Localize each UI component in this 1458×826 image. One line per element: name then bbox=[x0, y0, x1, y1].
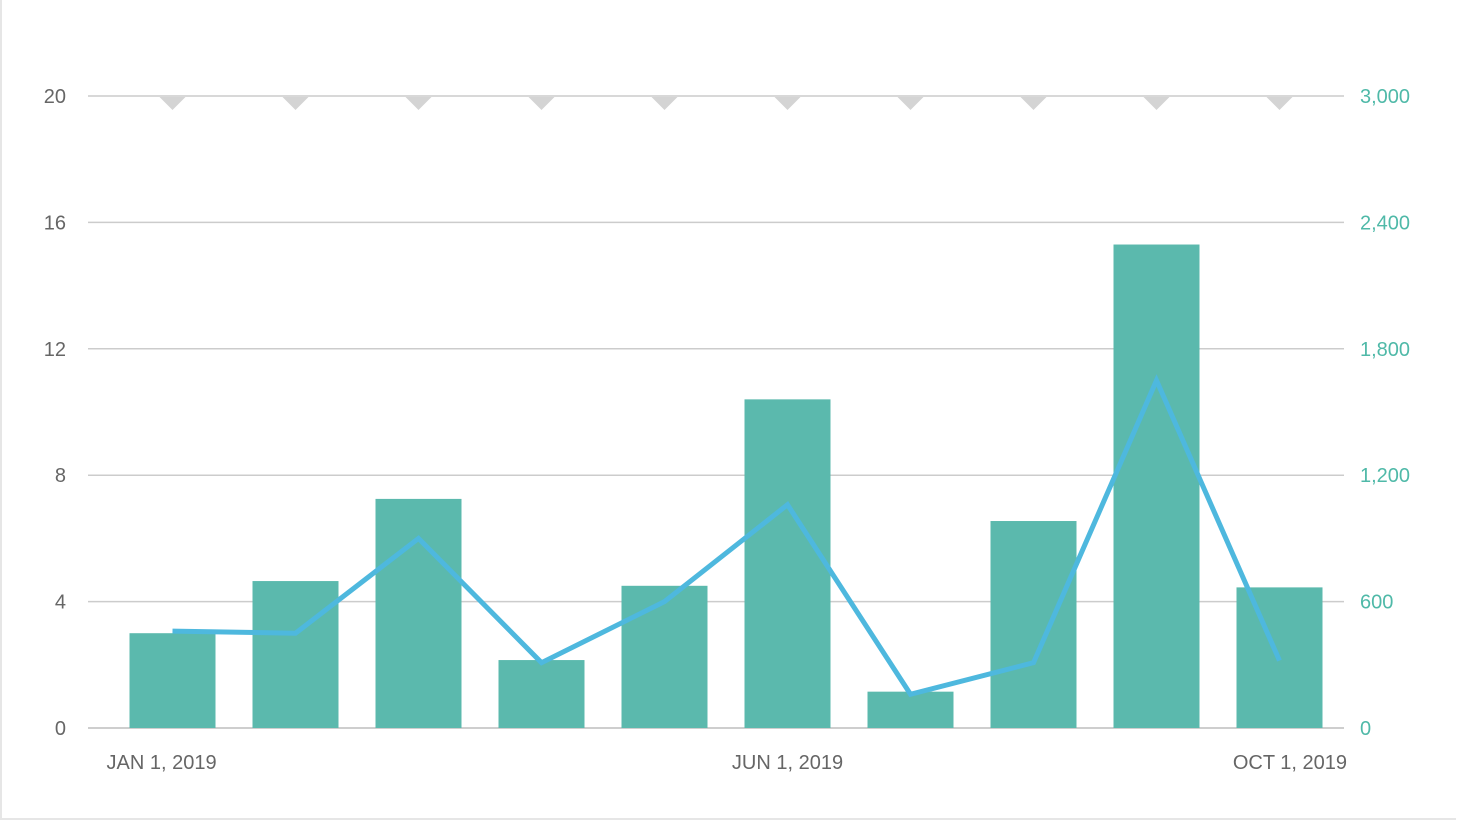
y-left-tick-label: 0 bbox=[55, 718, 66, 740]
y-right-tick-label: 0 bbox=[1360, 718, 1371, 740]
top-marker bbox=[528, 97, 555, 110]
x-tick-label: JUN 1, 2019 bbox=[732, 752, 843, 774]
y-right-tick-label: 1,200 bbox=[1360, 465, 1410, 487]
x-tick-label: OCT 1, 2019 bbox=[1233, 752, 1347, 774]
bar bbox=[498, 660, 585, 728]
bar bbox=[1113, 244, 1200, 728]
bar bbox=[867, 691, 954, 728]
bar-series bbox=[129, 244, 1323, 728]
top-markers bbox=[159, 97, 1293, 110]
series-line bbox=[172, 374, 1282, 698]
x-tick-label: JAN 1, 2019 bbox=[107, 752, 217, 774]
line-series bbox=[172, 374, 1282, 698]
x-axis: JAN 1, 2019 JUN 1, 2019 OCT 1, 2019 bbox=[107, 752, 1348, 774]
top-marker bbox=[774, 97, 801, 110]
bar bbox=[129, 633, 216, 728]
y-axis-left: 0 4 8 12 16 20 bbox=[44, 86, 66, 740]
top-marker bbox=[405, 97, 432, 110]
y-left-tick-label: 4 bbox=[55, 592, 66, 614]
top-marker bbox=[1020, 97, 1047, 110]
y-right-tick-label: 600 bbox=[1360, 592, 1393, 614]
y-left-tick-label: 16 bbox=[44, 212, 66, 234]
bar bbox=[744, 399, 831, 728]
top-marker bbox=[651, 97, 678, 110]
y-right-tick-label: 2,400 bbox=[1360, 212, 1410, 234]
y-left-tick-label: 12 bbox=[44, 339, 66, 361]
bar bbox=[252, 581, 339, 728]
top-marker bbox=[282, 97, 309, 110]
y-left-tick-label: 20 bbox=[44, 86, 66, 108]
bar bbox=[375, 498, 462, 728]
bar bbox=[621, 585, 708, 728]
y-right-tick-label: 1,800 bbox=[1360, 339, 1410, 361]
top-marker bbox=[159, 97, 186, 110]
bar bbox=[990, 521, 1077, 728]
y-right-tick-label: 3,000 bbox=[1360, 86, 1410, 108]
top-marker bbox=[1143, 97, 1170, 110]
top-marker bbox=[897, 97, 924, 110]
top-marker bbox=[1266, 97, 1293, 110]
y-axis-right: 0 600 1,200 1,800 2,400 3,000 bbox=[1360, 86, 1410, 740]
y-left-tick-label: 8 bbox=[55, 465, 66, 487]
